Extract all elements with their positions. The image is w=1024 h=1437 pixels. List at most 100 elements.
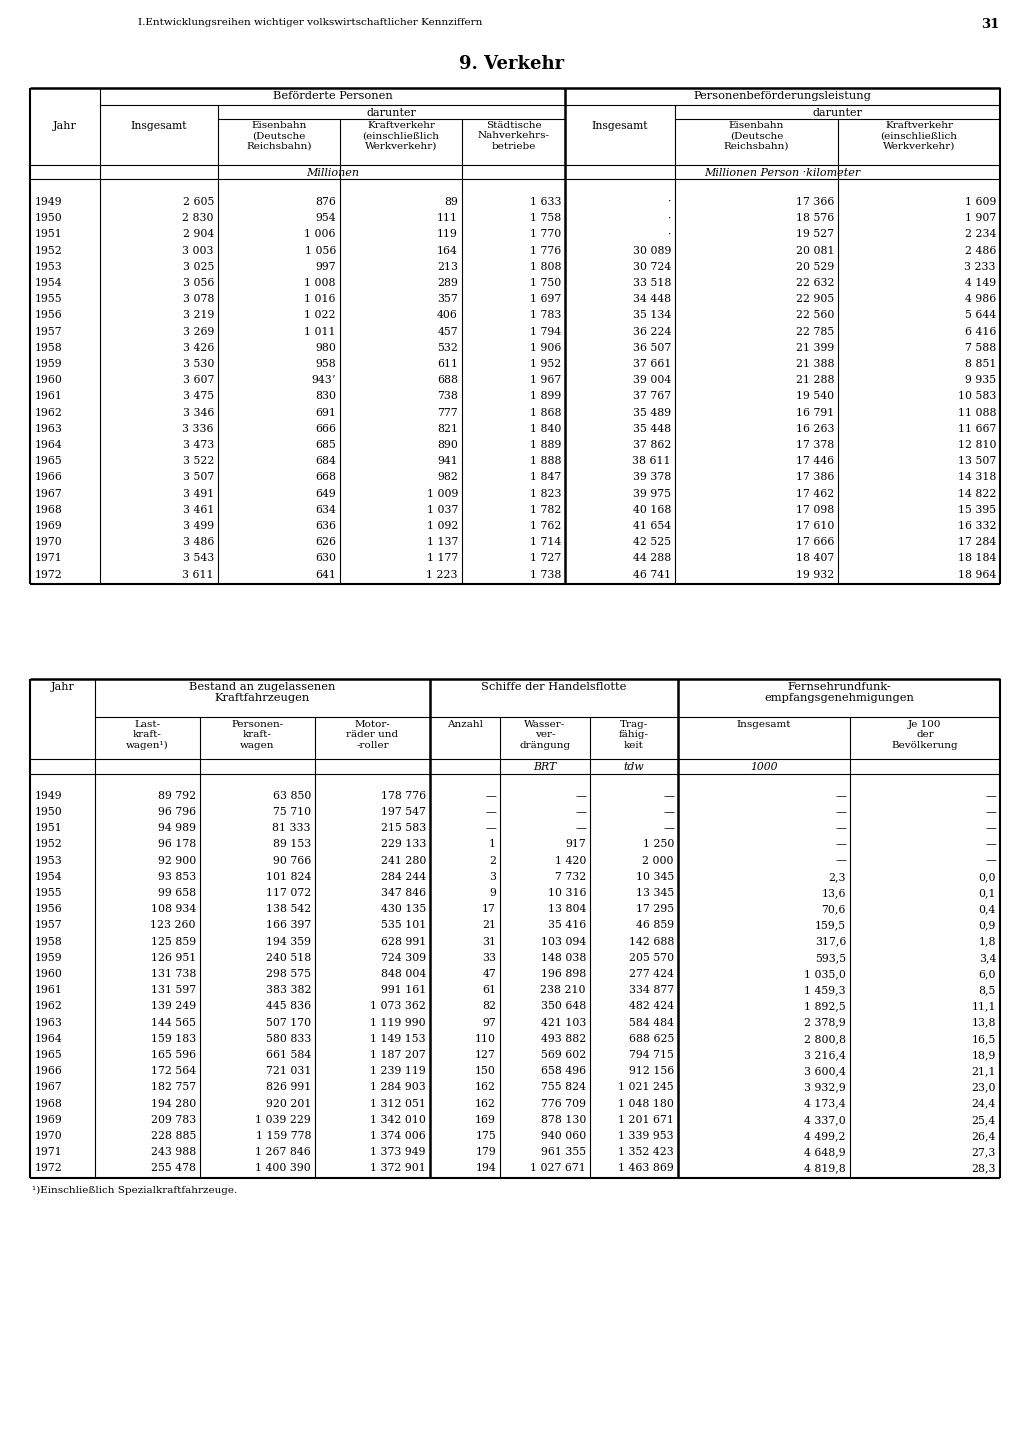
Text: 3 932,9: 3 932,9 <box>804 1082 846 1092</box>
Text: 150: 150 <box>475 1066 496 1076</box>
Text: 1953: 1953 <box>35 262 62 272</box>
Text: 980: 980 <box>315 343 336 354</box>
Text: 10 316: 10 316 <box>548 888 586 898</box>
Text: 20 529: 20 529 <box>796 262 834 272</box>
Text: 4 149: 4 149 <box>965 277 996 287</box>
Text: —: — <box>985 790 996 800</box>
Text: 4 986: 4 986 <box>965 295 996 305</box>
Text: 688 625: 688 625 <box>629 1033 674 1043</box>
Text: 569 602: 569 602 <box>541 1050 586 1061</box>
Text: 164: 164 <box>437 246 458 256</box>
Text: 19 932: 19 932 <box>796 569 834 579</box>
Text: 8,5: 8,5 <box>979 986 996 996</box>
Text: 1 758: 1 758 <box>529 213 561 223</box>
Text: 1 239 119: 1 239 119 <box>371 1066 426 1076</box>
Text: 0,4: 0,4 <box>979 904 996 914</box>
Text: 30 089: 30 089 <box>633 246 671 256</box>
Text: 17 295: 17 295 <box>636 904 674 914</box>
Text: —: — <box>836 790 846 800</box>
Text: 21: 21 <box>482 921 496 930</box>
Text: 37 767: 37 767 <box>633 391 671 401</box>
Text: 97: 97 <box>482 1017 496 1027</box>
Text: 18 407: 18 407 <box>796 553 834 563</box>
Text: 738: 738 <box>437 391 458 401</box>
Text: 1969: 1969 <box>35 522 62 532</box>
Text: 24,4: 24,4 <box>972 1099 996 1108</box>
Text: 1 420: 1 420 <box>555 855 586 865</box>
Text: 3 003: 3 003 <box>182 246 214 256</box>
Text: 9. Verkehr: 9. Verkehr <box>460 55 564 73</box>
Text: 16 791: 16 791 <box>796 408 834 418</box>
Text: 1957: 1957 <box>35 921 62 930</box>
Text: 166 397: 166 397 <box>266 921 311 930</box>
Text: 3 473: 3 473 <box>182 440 214 450</box>
Text: 28,3: 28,3 <box>972 1164 996 1174</box>
Text: 958: 958 <box>315 359 336 369</box>
Text: 18 184: 18 184 <box>957 553 996 563</box>
Text: 493 882: 493 882 <box>541 1033 586 1043</box>
Text: 9: 9 <box>489 888 496 898</box>
Text: 228 885: 228 885 <box>151 1131 196 1141</box>
Text: 3 219: 3 219 <box>182 310 214 320</box>
Text: 1 808: 1 808 <box>529 262 561 272</box>
Text: 658 496: 658 496 <box>541 1066 586 1076</box>
Text: darunter: darunter <box>813 108 862 118</box>
Text: 1966: 1966 <box>35 473 62 483</box>
Text: 1 312 051: 1 312 051 <box>370 1099 426 1108</box>
Text: Städtische
Nahverkehrs-
betriebe: Städtische Nahverkehrs- betriebe <box>477 121 550 151</box>
Text: 9 935: 9 935 <box>965 375 996 385</box>
Text: 688: 688 <box>437 375 458 385</box>
Text: 30 724: 30 724 <box>633 262 671 272</box>
Text: —: — <box>985 855 996 865</box>
Text: 3: 3 <box>489 872 496 882</box>
Text: 991 161: 991 161 <box>381 986 426 996</box>
Text: 89: 89 <box>444 197 458 207</box>
Text: 1963: 1963 <box>35 424 62 434</box>
Text: 3 461: 3 461 <box>182 504 214 514</box>
Text: 21,1: 21,1 <box>972 1066 996 1076</box>
Text: 1956: 1956 <box>35 904 62 914</box>
Text: 39 004: 39 004 <box>633 375 671 385</box>
Text: 90 766: 90 766 <box>272 855 311 865</box>
Text: ·: · <box>668 230 671 240</box>
Text: 3 426: 3 426 <box>182 343 214 354</box>
Text: 1 906: 1 906 <box>529 343 561 354</box>
Text: 46 859: 46 859 <box>636 921 674 930</box>
Text: 1 750: 1 750 <box>529 277 561 287</box>
Text: 1 463 869: 1 463 869 <box>618 1164 674 1174</box>
Text: 17 284: 17 284 <box>957 537 996 547</box>
Text: 876: 876 <box>315 197 336 207</box>
Text: 1962: 1962 <box>35 1002 62 1012</box>
Text: 2 234: 2 234 <box>965 230 996 240</box>
Text: 1 840: 1 840 <box>529 424 561 434</box>
Text: 1955: 1955 <box>35 888 62 898</box>
Text: 31: 31 <box>482 937 496 947</box>
Text: 36 224: 36 224 <box>633 326 671 336</box>
Text: 4 648,9: 4 648,9 <box>805 1147 846 1157</box>
Text: 1961: 1961 <box>35 391 62 401</box>
Text: 7 732: 7 732 <box>555 872 586 882</box>
Text: 22 785: 22 785 <box>796 326 834 336</box>
Text: 826 991: 826 991 <box>266 1082 311 1092</box>
Text: 626: 626 <box>315 537 336 547</box>
Text: 243 988: 243 988 <box>151 1147 196 1157</box>
Text: 3 507: 3 507 <box>182 473 214 483</box>
Text: 103 094: 103 094 <box>541 937 586 947</box>
Text: 649: 649 <box>315 489 336 499</box>
Text: 81 333: 81 333 <box>272 823 311 833</box>
Text: 194: 194 <box>475 1164 496 1174</box>
Text: 209 783: 209 783 <box>151 1115 196 1125</box>
Text: 1 006: 1 006 <box>304 230 336 240</box>
Text: 182 757: 182 757 <box>151 1082 196 1092</box>
Text: Kraftverkehr
(einschließlich
Werkverkehr): Kraftverkehr (einschließlich Werkverkehr… <box>881 121 957 151</box>
Text: 1963: 1963 <box>35 1017 62 1027</box>
Text: Trag-
fähig-
keit: Trag- fähig- keit <box>618 720 649 750</box>
Text: 1961: 1961 <box>35 986 62 996</box>
Text: 997: 997 <box>315 262 336 272</box>
Text: 1 770: 1 770 <box>529 230 561 240</box>
Text: 63 850: 63 850 <box>272 790 311 800</box>
Text: 482 424: 482 424 <box>629 1002 674 1012</box>
Text: 1972: 1972 <box>35 1164 62 1174</box>
Text: 0,0: 0,0 <box>979 872 996 882</box>
Text: 1 027 671: 1 027 671 <box>530 1164 586 1174</box>
